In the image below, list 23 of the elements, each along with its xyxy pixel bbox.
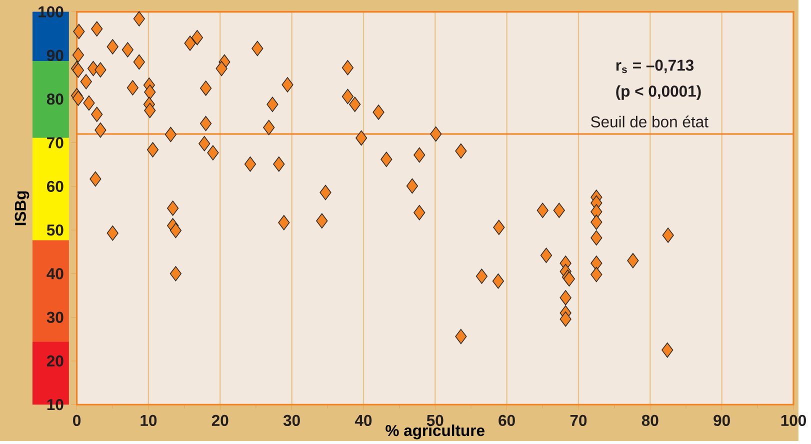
annotation: r$_{s}$ = –0,713 [616,60,694,74]
x-tick-label: 60 [498,415,515,426]
annotation: (p < 0,0001) [616,85,701,100]
x-tick-label: 50 [426,415,444,426]
x-tick-label: 80 [642,415,658,426]
x-tick-label: 10 [140,415,157,426]
y-tick-label: 50 [46,224,64,236]
y-tick-label: 80 [46,94,64,105]
y-tick-label: 30 [46,312,64,324]
y-tick-label: 20 [46,356,64,367]
y-tick-label: 60 [46,180,64,192]
x-tick-label: 70 [570,415,587,426]
y-axis-title: ISBg [14,191,30,226]
ref-line-label: Seuil de bon état [591,116,708,128]
x-tick-label: 40 [354,415,372,426]
y-tick-label: 40 [46,268,64,280]
x-tick-label: 30 [283,415,300,426]
x-tick-label: 20 [212,415,228,426]
x-tick-label: 0 [73,415,81,426]
y-tick-label: 70 [47,137,64,148]
y-tick-label: 90 [46,50,64,62]
x-axis-title: % agriculture [386,424,484,440]
x-tick-label: 90 [714,415,730,426]
